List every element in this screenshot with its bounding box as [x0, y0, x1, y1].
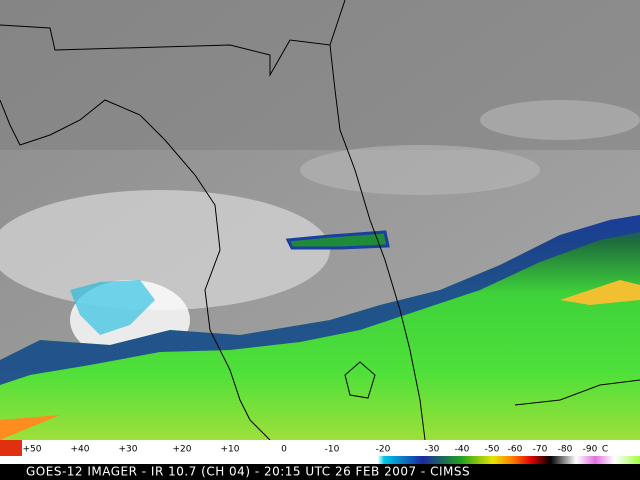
colorbar-label: +20	[173, 445, 192, 455]
colorbar-label: +50	[23, 445, 42, 455]
colorbar-label: -80	[558, 445, 573, 455]
colorbar-label: +10	[221, 445, 240, 455]
colorbar-label: -70	[533, 445, 548, 455]
colorbar-label: -30	[425, 445, 440, 455]
colorbar-labels: +50 +40 +30 +20 +10 0 -10 -20 -30 -40 -50 -60 -70 -80…	[23, 445, 609, 455]
coastlines	[0, 0, 346, 77]
colorbar-label: +30	[119, 445, 138, 455]
footer-caption: GOES-12 IMAGER - IR 10.7 (CH 04) - 20:15…	[26, 465, 470, 479]
colorbar-label: 0	[281, 445, 287, 455]
imagery	[0, 0, 640, 440]
footer-bar	[0, 464, 640, 480]
colorbar-label: -10	[325, 445, 340, 455]
colorbar-label: +40	[71, 445, 90, 455]
colorbar	[0, 440, 640, 464]
colorbar-label: -20	[376, 445, 391, 455]
colorbar-label: -40	[455, 445, 470, 455]
colorbar-label: C	[602, 445, 608, 455]
colorbar-label: -90	[583, 445, 598, 455]
colorbar-label: -60	[508, 445, 523, 455]
colorbar-label: -50	[485, 445, 500, 455]
